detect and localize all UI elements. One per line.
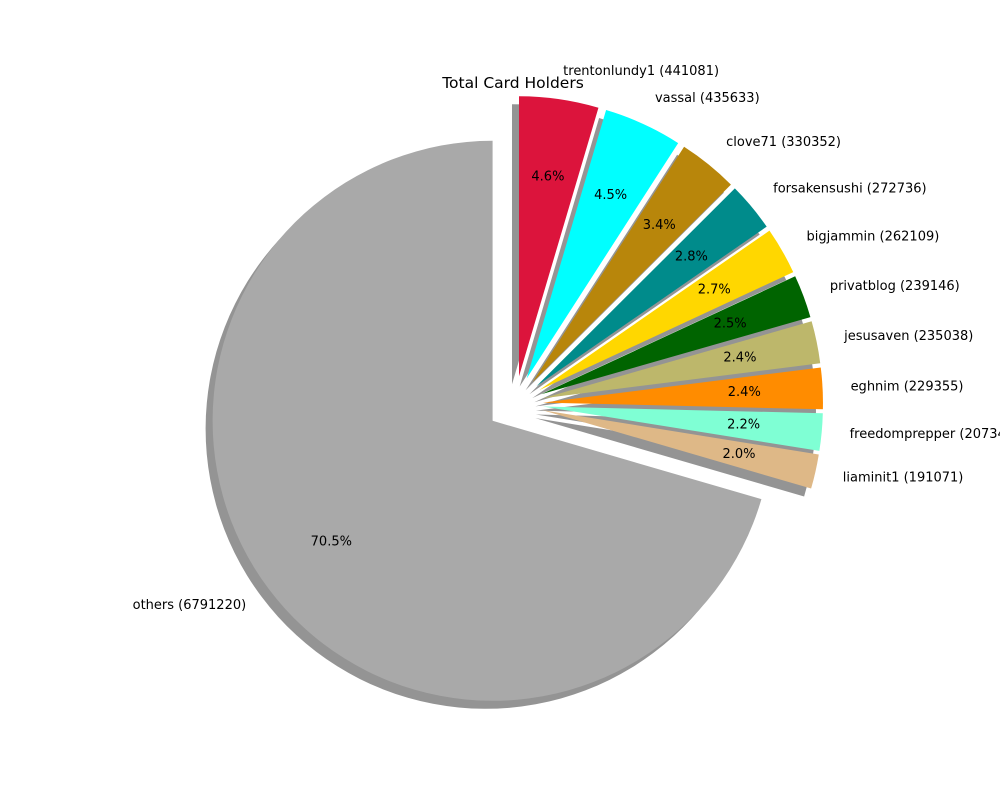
- name-label-privatblog: privatblog (239146): [830, 279, 960, 294]
- pct-label-jesusaven: 2.4%: [723, 350, 756, 365]
- pie-slice-freedomprepper: [542, 406, 823, 451]
- pct-label-clove71: 3.4%: [643, 218, 676, 233]
- pie-labels: 4.6% trentonlundy1 (441081) 4.5% vassal (43…: [133, 64, 1000, 613]
- pie-slice-liaminit1: [542, 410, 819, 489]
- pie-slice-eghnim: [542, 367, 823, 410]
- pct-label-freedomprepper: 2.2%: [727, 417, 760, 432]
- name-label-trentonlundy1: trentonlundy1 (441081): [563, 64, 719, 79]
- chart-title: Total Card Holders: [441, 74, 584, 92]
- pct-label-forsakensushi: 2.8%: [675, 250, 708, 265]
- name-label-freedomprepper: freedomprepper (207349): [850, 427, 1000, 442]
- name-label-liaminit1: liaminit1 (191071): [843, 470, 964, 485]
- pie-slice-bigjammin: [539, 230, 794, 391]
- name-label-clove71: clove71 (330352): [726, 135, 841, 150]
- name-label-eghnim: eghnim (229355): [851, 379, 964, 394]
- name-label-forsakensushi: forsakensushi (272736): [773, 181, 926, 196]
- pct-label-others: 70.5%: [311, 534, 352, 549]
- pie-slices: [212, 96, 823, 701]
- pie-slice-vassal: [526, 110, 679, 379]
- name-label-jesusaven: jesusaven (235038): [843, 329, 973, 344]
- pct-label-eghnim: 2.4%: [728, 385, 761, 400]
- pct-label-bigjammin: 2.7%: [698, 282, 731, 297]
- pct-label-privatblog: 2.5%: [714, 316, 747, 331]
- name-label-others: others (6791220): [133, 598, 247, 613]
- name-label-vassal: vassal (435633): [655, 91, 760, 106]
- pie-slice-clove71: [532, 146, 731, 383]
- pct-label-trentonlundy1: 4.6%: [531, 169, 564, 184]
- pie-slice-jesusaven: [542, 321, 821, 399]
- pie-slice-forsakensushi: [536, 188, 767, 387]
- pie-slice-others: [212, 140, 762, 701]
- slice-shadow-liaminit1: [535, 418, 812, 497]
- pct-label-vassal: 4.5%: [594, 188, 627, 203]
- pie-slice-privatblog: [541, 276, 811, 395]
- name-label-bigjammin: bigjammin (262109): [807, 229, 940, 244]
- pie-slice-trentonlundy1: [519, 96, 599, 377]
- pct-label-liaminit1: 2.0%: [722, 447, 755, 462]
